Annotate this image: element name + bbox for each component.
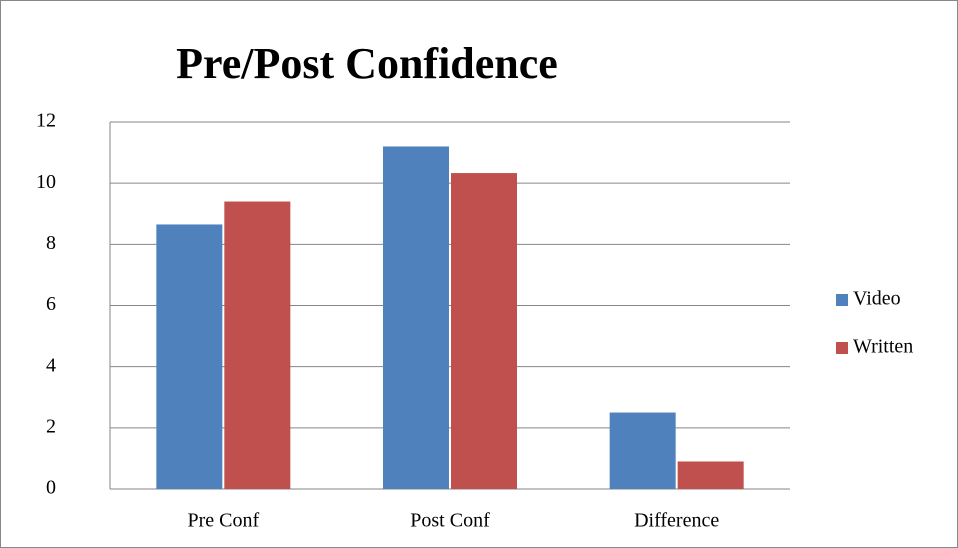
y-tick-label: 10 (36, 171, 56, 193)
y-tick-label: 0 (46, 477, 56, 499)
legend-swatch (836, 342, 848, 354)
y-tick-label: 6 (46, 293, 56, 315)
y-tick-label: 12 (36, 110, 56, 132)
bar (677, 461, 744, 489)
x-tick-label: Difference (634, 510, 719, 532)
bar (224, 201, 291, 489)
x-tick-label: Pre Conf (187, 510, 259, 532)
y-tick-label: 8 (46, 232, 56, 254)
y-tick-label: 4 (46, 354, 56, 376)
bar (156, 224, 223, 489)
bar (451, 173, 517, 490)
bar (383, 146, 449, 489)
legend-label: Written (853, 336, 913, 358)
chart-title: Pre/Post Confidence (176, 39, 558, 88)
legend-swatch (836, 294, 848, 306)
bar (609, 412, 676, 489)
y-tick-label: 2 (46, 415, 56, 437)
legend-label: Video (853, 288, 901, 310)
x-tick-label: Post Conf (410, 510, 490, 532)
